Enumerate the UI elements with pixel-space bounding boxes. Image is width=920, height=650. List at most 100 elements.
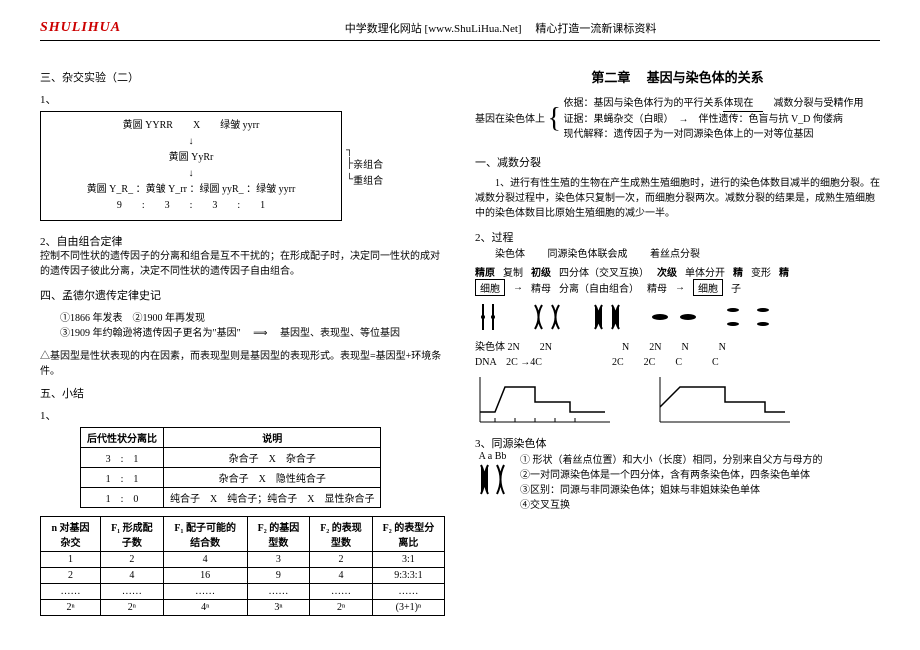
table-row: 124323:1 [41, 552, 445, 568]
homo-title: 3、同源染色体 [475, 435, 880, 451]
tree-a1c: 减数分裂与受精作用 [773, 98, 863, 109]
chromosome-icon [475, 302, 505, 332]
pr-i: 精 [779, 264, 789, 279]
step-graph-2 [655, 372, 795, 427]
right-column: 第二章 基因与染色体的关系 基因在染色体上 { 依据：基因与染色体行为的平行关系… [475, 61, 880, 620]
concept-tree: 基因在染色体上 { 依据：基因与染色体行为的平行关系体现在 减数分裂与受精作用 … [475, 96, 880, 142]
process-header: 染色体 同源染色体联会成 着丝点分裂 [495, 245, 880, 260]
pr2-d: 精母 [647, 280, 667, 295]
ratio-line: 9 : 3 : 3 : 1 [51, 198, 331, 214]
pr-f: 单体分开 [685, 264, 725, 279]
t2-h1: F₁ 形成配子数 [101, 517, 164, 552]
count-labels: 染色体 2N 2N N 2N N N DNA 2C →4C 2C 2C C C [475, 338, 880, 368]
pr2-b: 精母 [531, 280, 551, 295]
pr2-c: 分离（自由组合） [559, 280, 639, 295]
homo-block: A a Bb ① 形状（着丝点位置）和大小（长度）相同，分别来自父方与母方的 ②… [475, 451, 880, 511]
chromosome-diagrams [475, 302, 880, 332]
t1-h1: 后代性状分离比 [81, 428, 164, 448]
re-comb: 重组合 [353, 172, 383, 187]
section-1-title: 一、减数分裂 [475, 154, 880, 170]
t2-h3: F₂ 的基因型数 [247, 517, 310, 552]
pr-a: 精原 [475, 264, 495, 279]
arrow-down-icon: ↓ [51, 166, 331, 182]
arrow-right-icon: ⟹ [243, 328, 277, 339]
homo-a: ① 形状（着丝点位置）和大小（长度）相同，分别来自父方与母方的 [520, 451, 823, 466]
tree-a2b: 伴性遗传：色盲与抗 V_D 佝偻病 [698, 114, 842, 125]
ph-c: 着丝点分裂 [650, 249, 700, 260]
pr2-a: 细胞 [475, 279, 505, 296]
left-column: 三、杂交实验（二） 1、 黄圆 YYRR X 绿皱 yyrr ↓ 黄圆 YyRr… [40, 61, 445, 620]
homologous-icon [475, 462, 510, 497]
t1-r3a: 1 : 0 [81, 488, 164, 508]
graphs-row [475, 372, 880, 427]
pr-b: 复制 [503, 264, 523, 279]
separation-icon [650, 302, 700, 332]
split-icon [725, 302, 775, 332]
section-5-title: 五、小结 [40, 385, 445, 401]
pr-e: 次级 [657, 264, 677, 279]
brace-labels: ┐ ├亲组合 └重组合 [346, 145, 383, 188]
process-row-1: 精原 复制 初级 四分体（交叉互换） 次级 单体分开 精 变形 精 [475, 264, 880, 279]
section-4-title: 四、孟德尔遗传定律史记 [40, 287, 445, 303]
process-row-2: 细胞→ 精母 分离（自由组合） 精母→ 细胞 子 [475, 279, 880, 296]
t1-r1b: 杂合子 X 杂合子 [164, 448, 381, 468]
s3-2-title: 2、自由组合定律 [40, 233, 445, 249]
history-2b: 基因型、表现型、等位基因 [280, 328, 400, 339]
t2-h5: F₂ 的表型分离比 [372, 517, 444, 552]
header-title: 中学数理化网站 [www.ShuLiHua.Net] 精心打造一流新课标资料 [121, 20, 880, 36]
t1-r2b: 杂合子 X 隐性纯合子 [164, 468, 381, 488]
t2-h4: F₂ 的表现型数 [310, 517, 373, 552]
meiosis-def: 1、进行有性生殖的生物在产生成熟生殖细胞时，进行的染色体数目减半的细胞分裂。在减… [475, 176, 880, 221]
pr-c: 初级 [531, 264, 551, 279]
arrow-down-icon: ↓ [51, 134, 331, 150]
item-5-1: 1、 [40, 407, 445, 423]
tree-a2: 证据：果蝇杂交（白眼） [563, 114, 668, 125]
note-triangle: △基因型是性状表现的内在因素，而表现型则是基因型的表现形式。表现型=基因型+环境… [40, 347, 445, 377]
count-dna: DNA 2C [475, 357, 518, 368]
item-1: 1、 [40, 94, 57, 106]
blank-line: 体现在 [723, 96, 763, 112]
t1-r2a: 1 : 1 [81, 468, 164, 488]
cross-box: 黄圆 YYRR X 绿皱 yyrr ↓ 黄圆 YyRr ↓ 黄圆 Y_R_ ：黄… [40, 111, 342, 221]
f2-line: 黄圆 Y_R_ ：黄皱 Y_rr ：绿圆 yyR_ ：绿皱 yyrr [51, 182, 331, 198]
chromosome-pair-icon [530, 302, 565, 332]
ph-a: 染色体 [495, 249, 525, 260]
arrow-right-icon: → [678, 114, 688, 125]
pr-h: 变形 [751, 264, 771, 279]
chapter-title: 第二章 基因与染色体的关系 [475, 67, 880, 86]
table-row: ……………………………… [41, 584, 445, 600]
f1-line: 黄圆 YyRr [51, 150, 331, 166]
pr2-e: 细胞 [693, 279, 723, 296]
section-3-title: 三、杂交实验（二） [40, 69, 445, 85]
step-graph-1 [475, 372, 615, 427]
tree-a3: 现代解释：遗传因子为一对同源染色体上的一对等位基因 [563, 127, 863, 142]
aabb-label: A a Bb [475, 451, 510, 462]
genetics-table: n 对基因杂交 F₁ 形成配子数 F₁ 配子可能的结合数 F₂ 的基因型数 F₂… [40, 516, 445, 616]
ph-b: 同源染色体联会成 [548, 249, 628, 260]
parent-line: 黄圆 YYRR X 绿皱 yyrr [51, 118, 331, 134]
page-header: SHULIHUA 中学数理化网站 [www.ShuLiHua.Net] 精心打造… [40, 20, 880, 41]
ratio-table: 后代性状分离比说明 3 : 1杂合子 X 杂合子 1 : 1杂合子 X 隐性纯合… [80, 427, 381, 508]
tree-root: 基因在染色体上 [475, 112, 545, 127]
t1-h2: 说明 [164, 428, 381, 448]
parent-comb: 亲组合 [353, 156, 383, 171]
tetrad-icon [590, 302, 625, 332]
process-title: 2、过程 [475, 229, 880, 245]
t2-h0: n 对基因杂交 [41, 517, 101, 552]
history-2a: ③1909 年约翰逊将遗传因子更名为"基因" [60, 328, 241, 339]
t2-h2: F₁ 配子可能的结合数 [163, 517, 247, 552]
tree-a1: 依据：基因与染色体行为的平行关系 [563, 98, 723, 109]
t1-r1a: 3 : 1 [81, 448, 164, 468]
s3-2-body: 控制不同性状的遗传因子的分离和组合是互不干扰的；在形成配子时，决定同一性状的成对… [40, 249, 445, 279]
arrow-right-icon: → [520, 357, 530, 368]
history-2: ③1909 年约翰逊将遗传因子更名为"基因" ⟹ 基因型、表现型、等位基因 [40, 324, 445, 339]
pr-g: 精 [733, 264, 743, 279]
homo-c: ③区别：同源与非同源染色体；姐妹与非姐妹染色单体 [520, 481, 823, 496]
table-row: 2416949:3:3:1 [41, 568, 445, 584]
t1-r3b: 纯合子 X 纯合子；纯合子 X 显性杂合子 [164, 488, 381, 508]
pr2-f: 子 [731, 280, 741, 295]
homo-d: ④交叉互换 [520, 496, 823, 511]
logo: SHULIHUA [40, 20, 121, 36]
pr-d: 四分体（交叉互换） [559, 264, 649, 279]
table-row: 2ⁿ2ⁿ4ⁿ3ⁿ2ⁿ(3+1)ⁿ [41, 600, 445, 616]
